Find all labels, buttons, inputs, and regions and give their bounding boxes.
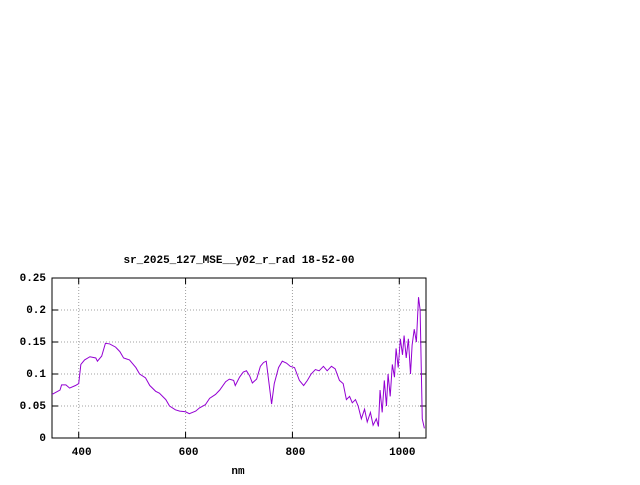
y-tick-label: 0.05 (20, 401, 47, 413)
y-tick-label: 0.1 (26, 369, 46, 381)
y-tick-label: 0.15 (20, 337, 47, 349)
plot-border (51, 277, 427, 439)
x-axis-label: nm (231, 466, 245, 478)
data-line (51, 297, 425, 429)
chart-title: sr_2025_127_MSE__y02_r_rad 18-52-00 (123, 255, 354, 267)
x-tick-label: 600 (179, 447, 199, 459)
y-tick-label: 0.2 (26, 305, 46, 317)
x-tick-label: 800 (286, 447, 306, 459)
x-tick-label: 400 (72, 447, 92, 459)
y-tick-label: 0.25 (20, 273, 47, 285)
x-tick-label: 1000 (389, 447, 415, 459)
y-tick-label: 0 (39, 433, 46, 445)
